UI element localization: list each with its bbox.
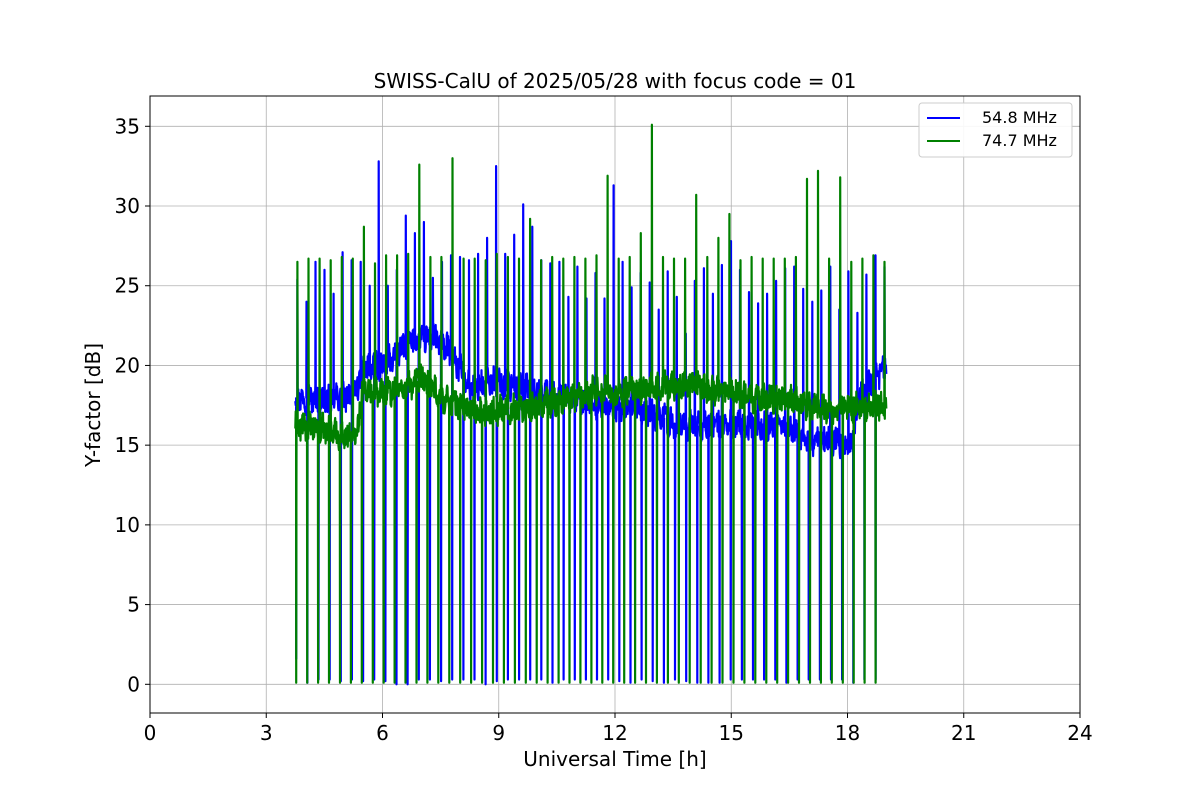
x-axis: 0 3 6 9 12 15 18 21 24 <box>144 713 1093 745</box>
chart-title: SWISS-CalU of 2025/05/28 with focus code… <box>374 69 857 93</box>
legend-box <box>918 102 1073 158</box>
x-tick-label: 21 <box>951 721 976 745</box>
series-layer <box>294 123 888 686</box>
x-tick-label: 18 <box>835 721 860 745</box>
y-tick-label: 25 <box>115 274 140 298</box>
x-tick-label: 3 <box>260 721 273 745</box>
y-tick-label: 20 <box>115 353 140 377</box>
x-tick-label: 12 <box>602 721 627 745</box>
y-axis-label: Y-factor [dB] <box>81 343 105 468</box>
y-tick-label: 5 <box>127 593 140 617</box>
series-line-74-7-mhz <box>294 123 888 684</box>
y-tick-label: 15 <box>115 433 140 457</box>
legend-label-54-8: 54.8 MHz <box>982 108 1057 127</box>
y-tick-label: 10 <box>115 513 140 537</box>
x-tick-label: 0 <box>144 721 157 745</box>
y-axis: 0 5 10 15 20 25 30 35 <box>115 114 150 696</box>
y-tick-label: 0 <box>127 672 140 696</box>
x-tick-label: 6 <box>376 721 389 745</box>
y-tick-label: 35 <box>115 114 140 138</box>
x-tick-label: 9 <box>492 721 505 745</box>
x-tick-label: 24 <box>1067 721 1092 745</box>
x-axis-label: Universal Time [h] <box>523 747 706 771</box>
legend: 54.8 MHz 74.7 MHz <box>918 102 1073 158</box>
legend-label-74-7: 74.7 MHz <box>982 131 1057 150</box>
y-tick-label: 30 <box>115 194 140 218</box>
x-tick-label: 15 <box>719 721 744 745</box>
